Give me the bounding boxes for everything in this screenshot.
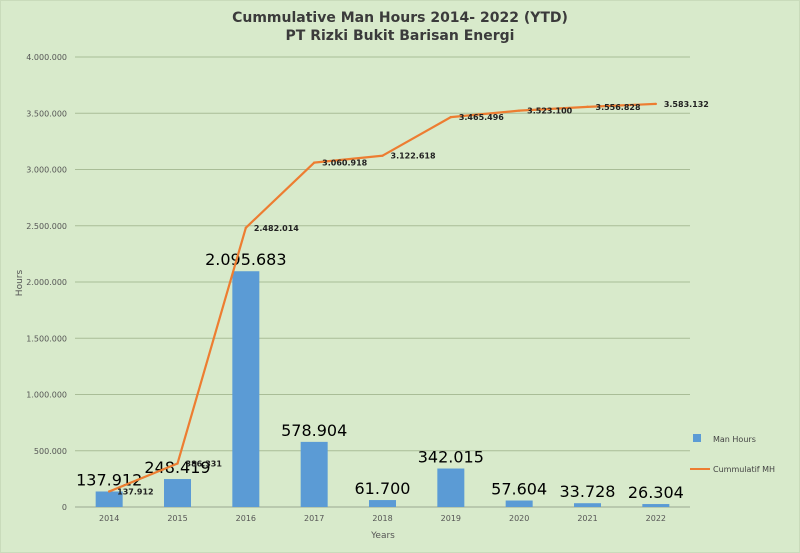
line-point	[586, 105, 589, 109]
line-point	[244, 226, 248, 229]
y-tick-label: 3.500.000	[26, 109, 67, 118]
y-axis-ticks: 0 500.000 1.000.000 1.500.000 2.000.000 2.500…	[26, 53, 67, 512]
line-value-label: 3.583.132	[664, 100, 709, 109]
line-point	[312, 161, 316, 164]
legend-swatch-man-hours	[693, 434, 701, 442]
bar-value-label: 342.015	[418, 448, 484, 467]
line-point	[654, 102, 658, 106]
line-value-label: 3.523.100	[527, 107, 572, 116]
y-axis-label: Hours	[15, 270, 25, 297]
cumulative-line	[108, 102, 656, 493]
line-point	[381, 154, 384, 157]
bar	[642, 504, 670, 507]
bar	[505, 500, 533, 507]
x-tick-label: 2020	[509, 514, 529, 523]
x-tick-label: 2019	[441, 514, 461, 523]
y-tick-label: 3.000.000	[26, 166, 67, 175]
bar-series	[95, 271, 670, 507]
bar	[164, 479, 191, 507]
x-tick-label: 2022	[646, 514, 666, 523]
bar-value-label: 248.419	[144, 458, 210, 477]
line-value-label: 3.060.918	[322, 159, 367, 168]
line-value-label: 3.556.828	[596, 103, 641, 112]
y-tick-label: 500.000	[34, 447, 67, 456]
line-labels: 137.912 386.331 2.482.014 3.060.918 3.122.61…	[117, 100, 709, 497]
bar-value-label: 33.728	[560, 482, 616, 501]
line-series	[107, 102, 658, 493]
y-tick-label: 4.000.000	[26, 53, 67, 62]
bar-value-label: 26.304	[628, 483, 684, 502]
legend: Man Hours Cummulatif MH	[690, 434, 775, 474]
line-value-label: 386.331	[186, 460, 223, 469]
y-tick-label: 2.500.000	[26, 222, 67, 231]
chart-title: Cummulative Man Hours 2014- 2022 (YTD)	[232, 10, 568, 26]
x-tick-label: 2017	[304, 514, 324, 523]
line-point	[517, 109, 521, 112]
y-tick-label: 1.000.000	[26, 391, 67, 400]
line-point	[176, 462, 179, 465]
legend-label-cumulative: Cummulatif MH	[713, 465, 775, 474]
bar-labels: 137.912 248.419 2.095.683 578.904 61.700 342.…	[76, 250, 684, 502]
bar-value-label: 578.904	[281, 421, 347, 440]
bar-value-label: 57.604	[491, 480, 547, 499]
gridlines	[75, 56, 690, 508]
y-tick-label: 1.500.000	[26, 334, 67, 343]
bar	[369, 500, 396, 507]
bar-value-label: 61.700	[355, 479, 411, 498]
x-tick-label: 2016	[236, 514, 256, 523]
line-value-label: 2.482.014	[254, 224, 299, 233]
y-tick-label: 2.000.000	[26, 278, 67, 287]
line-point	[107, 490, 111, 493]
x-axis-label: Years	[370, 531, 395, 541]
line-value-label: 3.465.496	[459, 113, 504, 122]
x-tick-label: 2021	[577, 514, 597, 523]
bar	[437, 468, 465, 507]
bar-value-label: 2.095.683	[205, 250, 286, 269]
line-value-label: 3.122.618	[391, 152, 436, 161]
bar	[574, 503, 601, 507]
x-tick-label: 2018	[372, 514, 392, 523]
y-tick-label: 0	[62, 503, 67, 512]
line-point	[449, 115, 453, 119]
x-axis-ticks: 2014 2015 2016 2017 2018 2019 2020 2021 2022	[99, 514, 666, 523]
bar	[95, 491, 123, 507]
bar	[232, 271, 260, 507]
bar	[300, 441, 328, 507]
x-tick-label: 2014	[99, 514, 119, 523]
legend-label-man-hours: Man Hours	[713, 435, 756, 444]
x-tick-label: 2015	[167, 514, 187, 523]
chart-subtitle: PT Rizki Bukit Barisan Energi	[285, 28, 515, 44]
line-value-label: 137.912	[117, 487, 153, 496]
